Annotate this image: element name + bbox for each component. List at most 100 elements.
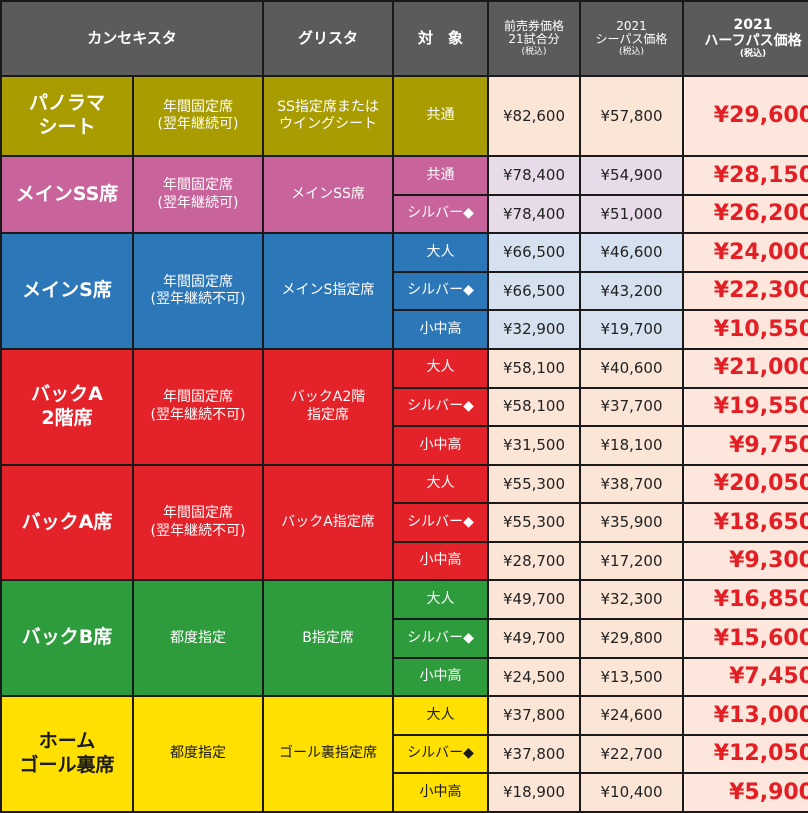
season-price: ¥29,800 <box>581 620 682 657</box>
seat-name-panorama: パノラマ シート <box>2 77 132 155</box>
half-pass-price: ¥16,850 <box>684 581 808 619</box>
header-advance-line1: 前売券価格 <box>503 18 564 33</box>
half-pass-price: ¥28,150 <box>684 157 808 194</box>
target-type: 共通 <box>394 77 487 155</box>
advance-price: ¥78,400 <box>489 195 579 233</box>
target-type: 小中高 <box>394 427 487 464</box>
half-pass-price: ¥18,650 <box>684 504 808 541</box>
header-season-price: 2021 シーパス価格 (税込) <box>581 2 682 75</box>
advance-price: ¥28,700 <box>489 542 579 580</box>
target-type: 小中高 <box>394 311 487 348</box>
season-price: ¥46,600 <box>581 234 682 271</box>
target-type: シルバー◆ <box>394 620 487 657</box>
half-pass-price: ¥9,300 <box>684 542 808 580</box>
advance-price: ¥49,700 <box>489 620 579 657</box>
season-price: ¥54,900 <box>581 157 682 194</box>
advance-price: ¥55,300 <box>489 504 579 541</box>
half-pass-price: ¥12,050 <box>684 735 808 773</box>
header-advance-price: 前売券価格 21試合分 (税込) <box>489 2 579 75</box>
advance-price: ¥24,500 <box>489 658 579 696</box>
target-type: 大人 <box>394 697 487 734</box>
header-kanseki: カンセキスタ <box>2 2 262 75</box>
half-pass-price: ¥19,550 <box>684 388 808 426</box>
target-type: シルバー◆ <box>394 388 487 426</box>
half-pass-price: ¥20,050 <box>684 465 808 503</box>
season-price: ¥40,600 <box>581 349 682 387</box>
target-type: シルバー◆ <box>394 504 487 541</box>
gurisuta-seat-main_s: メインS指定席 <box>264 234 392 348</box>
advance-price: ¥32,900 <box>489 311 579 348</box>
gurisuta-seat-back_a: バックA指定席 <box>264 465 392 580</box>
gurisuta-seat-home_goal: ゴール裏指定席 <box>264 697 392 811</box>
half-pass-price: ¥15,600 <box>684 620 808 657</box>
gurisuta-seat-back_a2: バックA2階 指定席 <box>264 349 392 464</box>
target-type: 小中高 <box>394 542 487 580</box>
header-half-price: 2021 ハーフパス価格 (税込) <box>684 2 808 75</box>
half-pass-price: ¥13,000 <box>684 697 808 734</box>
target-type: 大人 <box>394 234 487 271</box>
kanseki-seat-main_ss: 年間固定席 (翌年継続可) <box>134 157 262 233</box>
season-price: ¥37,700 <box>581 388 682 426</box>
kanseki-seat-panorama: 年間固定席 (翌年継続可) <box>134 77 262 155</box>
seat-name-home_goal: ホーム ゴール裏席 <box>2 697 132 811</box>
season-price: ¥32,300 <box>581 581 682 619</box>
season-price: ¥19,700 <box>581 311 682 348</box>
half-pass-price: ¥21,000 <box>684 349 808 387</box>
half-pass-price: ¥10,550 <box>684 311 808 348</box>
header-gurisuta: グリスタ <box>264 2 392 75</box>
target-type: シルバー◆ <box>394 735 487 773</box>
header-half-tax: (税込) <box>739 49 767 60</box>
kanseki-seat-main_s: 年間固定席 (翌年継続不可) <box>134 234 262 348</box>
seat-name-back_a: バックA席 <box>2 465 132 580</box>
half-pass-price: ¥26,200 <box>684 195 808 233</box>
advance-price: ¥37,800 <box>489 697 579 734</box>
advance-price: ¥31,500 <box>489 427 579 464</box>
kanseki-seat-back_a: 年間固定席 (翌年継続不可) <box>134 465 262 580</box>
advance-price: ¥66,500 <box>489 234 579 271</box>
header-target: 対 象 <box>394 2 487 75</box>
season-price: ¥22,700 <box>581 735 682 773</box>
season-price: ¥24,600 <box>581 697 682 734</box>
advance-price: ¥55,300 <box>489 465 579 503</box>
header-season-tax: (税込) <box>618 47 645 58</box>
season-price: ¥38,700 <box>581 465 682 503</box>
season-price: ¥51,000 <box>581 195 682 233</box>
gurisuta-seat-main_ss: メインSS席 <box>264 157 392 233</box>
target-type: 小中高 <box>394 658 487 696</box>
half-pass-price: ¥7,450 <box>684 658 808 696</box>
kanseki-seat-back_b: 都度指定 <box>134 581 262 696</box>
target-type: 大人 <box>394 465 487 503</box>
advance-price: ¥82,600 <box>489 77 579 155</box>
target-type: シルバー◆ <box>394 272 487 310</box>
target-type: 大人 <box>394 581 487 619</box>
header-advance-line2: 21試合分 <box>508 32 560 47</box>
half-pass-price: ¥5,900 <box>684 774 808 811</box>
header-half-line2: ハーフパス価格 <box>704 33 802 50</box>
gurisuta-seat-panorama: SS指定席または ウイングシート <box>264 77 392 155</box>
kanseki-seat-back_a2: 年間固定席 (翌年継続不可) <box>134 349 262 464</box>
header-advance-tax: (税込) <box>521 47 547 58</box>
advance-price: ¥18,900 <box>489 774 579 811</box>
target-type: 大人 <box>394 349 487 387</box>
advance-price: ¥49,700 <box>489 581 579 619</box>
header-season-line1: 2021 <box>616 18 647 33</box>
season-price: ¥35,900 <box>581 504 682 541</box>
seat-name-main_s: メインS席 <box>2 234 132 348</box>
half-pass-price: ¥22,300 <box>684 272 808 310</box>
seat-name-back_a2: バックA 2階席 <box>2 349 132 464</box>
season-price: ¥13,500 <box>581 658 682 696</box>
half-pass-price: ¥24,000 <box>684 234 808 271</box>
target-type: 小中高 <box>394 774 487 811</box>
kanseki-seat-home_goal: 都度指定 <box>134 697 262 811</box>
target-type: 共通 <box>394 157 487 194</box>
advance-price: ¥58,100 <box>489 349 579 387</box>
header-season-line2: シーパス価格 <box>595 32 668 47</box>
header-half-line1: 2021 <box>733 17 773 34</box>
target-type: シルバー◆ <box>394 195 487 233</box>
gurisuta-seat-back_b: B指定席 <box>264 581 392 696</box>
season-price: ¥43,200 <box>581 272 682 310</box>
season-price: ¥17,200 <box>581 542 682 580</box>
season-price: ¥10,400 <box>581 774 682 811</box>
seat-name-back_b: バックB席 <box>2 581 132 696</box>
